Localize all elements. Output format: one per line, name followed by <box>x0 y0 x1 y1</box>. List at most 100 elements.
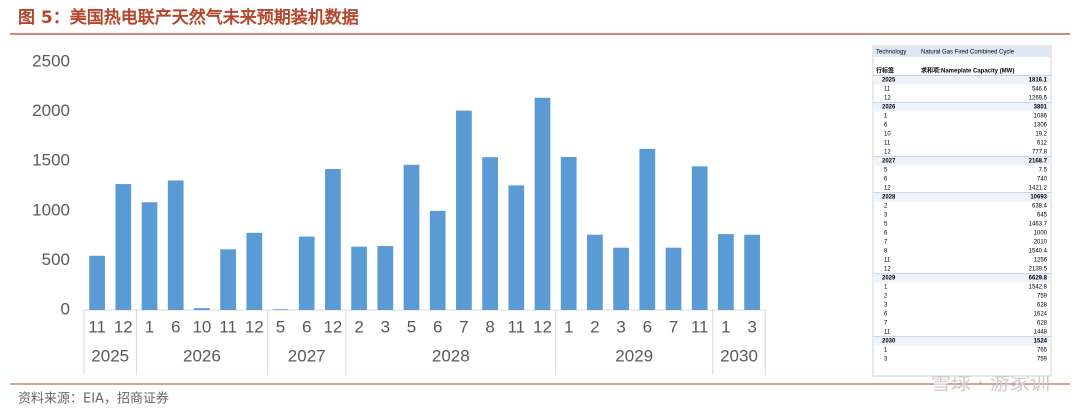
bar <box>403 164 420 310</box>
bar <box>220 249 236 310</box>
bar <box>377 246 394 310</box>
month-label: 2 <box>884 204 888 210</box>
x-tick-label: 2 <box>590 317 599 336</box>
year-total: 2168.7 <box>1029 159 1048 165</box>
x-tick-label: 1 <box>145 317 154 336</box>
x-tick-label: 6 <box>433 317 442 336</box>
year-row <box>873 192 1051 202</box>
month-label: 11 <box>884 141 891 147</box>
year-total: 6629.8 <box>1029 276 1048 282</box>
month-value: 2010 <box>1034 240 1048 246</box>
bar <box>167 180 184 310</box>
year-total: 1524 <box>1034 339 1048 345</box>
month-value: 7.5 <box>1039 168 1048 174</box>
month-label: 11 <box>884 258 891 264</box>
filter-row <box>873 47 1051 57</box>
year-label: 2026 <box>882 105 896 111</box>
x-tick-label: 12 <box>323 317 342 336</box>
group-label: 2026 <box>183 346 221 365</box>
x-tick-label: 12 <box>533 317 552 336</box>
month-label: 7 <box>884 321 888 327</box>
bar <box>613 247 629 310</box>
month-label: 10 <box>884 132 891 138</box>
month-label: 6 <box>884 177 888 183</box>
year-total: 1816.1 <box>1029 78 1048 84</box>
bar <box>665 247 682 310</box>
month-value: 777.8 <box>1032 150 1048 156</box>
bar <box>508 185 525 310</box>
x-tick-label: 12 <box>245 317 264 336</box>
bar <box>89 255 105 310</box>
filter-value: Natural Gas Fired Combined Cycle <box>921 50 1015 56</box>
x-tick-label: 8 <box>485 317 494 336</box>
figure-title: 图 5：美国热电联产天然气未来预期装机数据 <box>18 7 359 28</box>
year-label: 2028 <box>882 195 896 201</box>
month-label: 2 <box>884 294 888 300</box>
month-label: 1 <box>884 114 888 120</box>
month-value: 638.4 <box>1032 204 1048 210</box>
year-label: 2029 <box>882 276 896 282</box>
month-value: 1000 <box>1034 231 1048 237</box>
month-label: 1 <box>884 348 888 354</box>
year-row <box>873 75 1051 85</box>
month-value: 1256 <box>1034 258 1048 264</box>
x-tick-label: 6 <box>643 317 652 336</box>
month-value: 628 <box>1037 321 1048 327</box>
year-row <box>873 273 1051 283</box>
bar <box>351 246 367 310</box>
row-header: 行标签 <box>875 67 895 75</box>
bar <box>560 156 577 310</box>
y-tick-label: 2500 <box>32 51 70 70</box>
bar <box>482 157 498 310</box>
month-label: 6 <box>884 231 888 237</box>
month-label: 12 <box>884 186 891 192</box>
month-label: 1 <box>884 285 888 291</box>
year-row <box>873 102 1051 112</box>
month-value: 1463.7 <box>1029 222 1048 228</box>
month-value: 645 <box>1037 213 1048 219</box>
x-tick-label: 5 <box>276 317 285 336</box>
y-tick-label: 1000 <box>32 200 70 219</box>
month-label: 3 <box>884 357 888 363</box>
filter-label: Technology <box>876 50 906 56</box>
bar <box>456 110 472 310</box>
y-tick-label: 0 <box>61 299 70 318</box>
group-label: 2027 <box>288 346 326 365</box>
month-value: 1542.8 <box>1029 285 1048 291</box>
month-label: 7 <box>884 240 888 246</box>
source: 资料来源：EIA，招商证券 <box>18 391 169 407</box>
x-tick-label: 6 <box>302 317 311 336</box>
bar <box>718 234 734 310</box>
x-tick-label: 1 <box>721 317 730 336</box>
bar <box>639 148 656 310</box>
month-value: 1421.2 <box>1029 186 1048 192</box>
x-tick-label: 10 <box>192 317 211 336</box>
x-tick-label: 12 <box>114 317 133 336</box>
month-label: 12 <box>884 96 891 102</box>
month-value: 765 <box>1037 348 1048 354</box>
month-value: 759 <box>1037 357 1048 363</box>
month-label: 11 <box>884 330 891 336</box>
bar <box>246 232 263 310</box>
month-value: 759 <box>1037 294 1048 300</box>
x-tick-label: 11 <box>88 317 106 336</box>
bar <box>272 309 289 310</box>
month-value: 1540.4 <box>1029 249 1048 255</box>
year-label: 2027 <box>882 159 896 165</box>
month-value: 628 <box>1037 303 1048 309</box>
x-tick-label: 7 <box>669 317 678 336</box>
bar <box>194 308 210 310</box>
year-row <box>873 156 1051 166</box>
month-label: 6 <box>884 312 888 318</box>
month-value: 1624 <box>1034 312 1048 318</box>
year-row <box>873 336 1051 346</box>
value-header: 求和项:Nameplate Capacity (MW) <box>921 67 1014 75</box>
month-value: 1269.5 <box>1029 96 1048 102</box>
bar <box>534 97 551 310</box>
bar <box>325 169 341 310</box>
month-label: 6 <box>884 123 888 129</box>
month-label: 12 <box>884 267 891 273</box>
x-tick-label: 7 <box>459 317 468 336</box>
bar <box>115 184 132 310</box>
